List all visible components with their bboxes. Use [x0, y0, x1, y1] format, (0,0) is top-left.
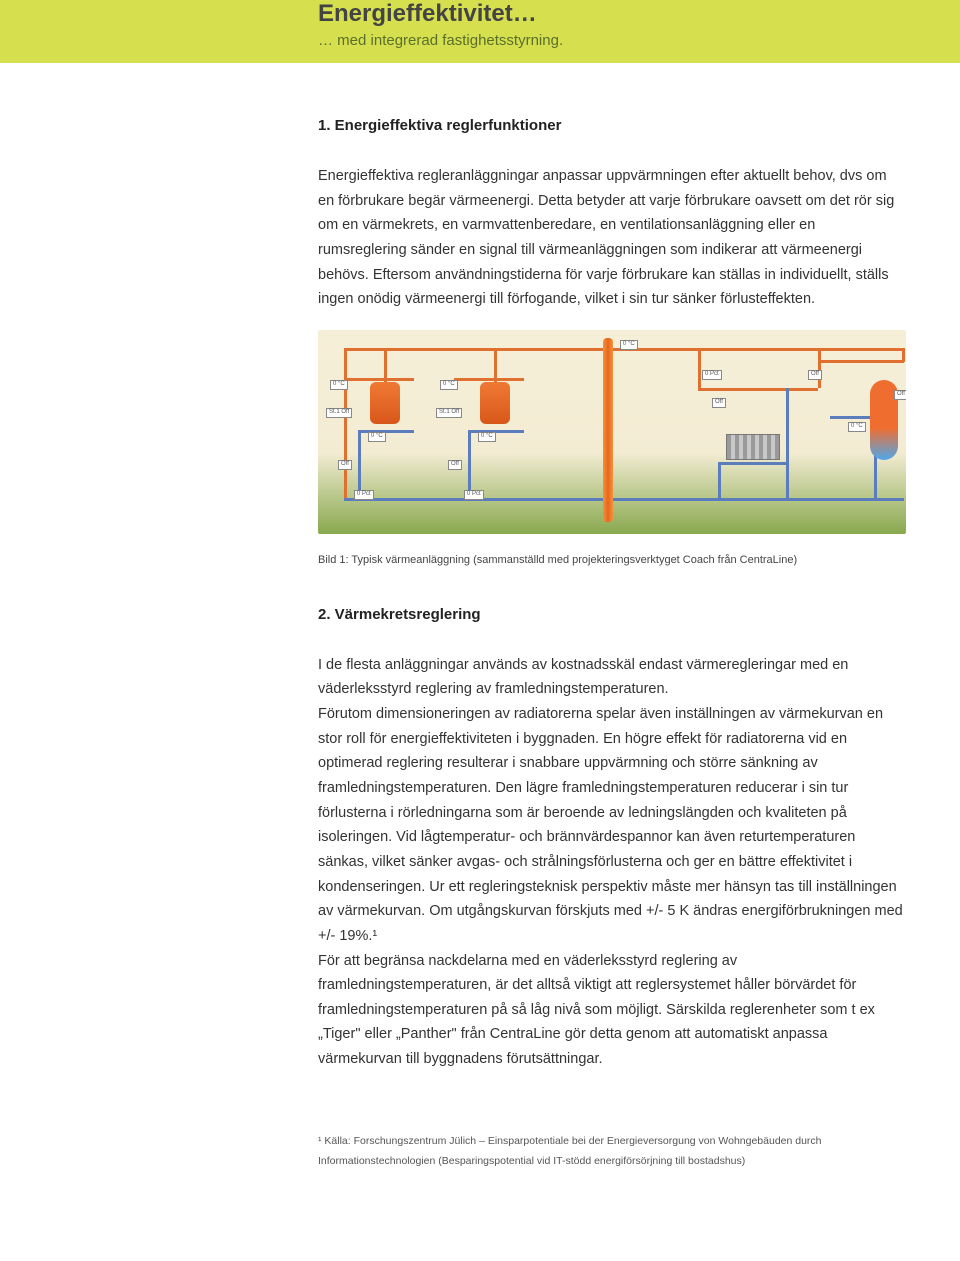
content-area: 1. Energieffektiva reglerfunktioner Ener… [0, 63, 960, 1202]
pipe-return [786, 388, 789, 500]
diagram-label: 0 °C [478, 432, 496, 442]
riser [603, 338, 613, 522]
diagram-label: 0 °C [440, 380, 458, 390]
tank [370, 382, 400, 424]
diagram-label: 0 °C [848, 422, 866, 432]
diagram-label: St.1 Off [436, 408, 462, 418]
pipe-supply [454, 378, 524, 381]
pipe-return [344, 498, 904, 501]
diagram-label: 0 °C [330, 380, 348, 390]
header-inner: Energieffektivitet… … med integrerad fas… [0, 0, 960, 49]
diagram-label: 0 Pct [354, 490, 374, 500]
header-band: Energieffektivitet… … med integrerad fas… [0, 0, 960, 63]
pipe-supply [344, 348, 347, 498]
pipe-return [468, 430, 524, 433]
pipe-supply [698, 348, 701, 388]
section2-heading: 2. Värmekretsreglering [318, 606, 906, 623]
section1-heading: 1. Energieffektiva reglerfunktioner [318, 117, 906, 134]
pipe-supply [818, 360, 904, 363]
heating-diagram: 0 °C 0 °C 0 °C 0 °C St.1 Off St.1 Off Off Off 0 … [318, 330, 906, 534]
pipe-supply [344, 378, 414, 381]
pipe-supply [494, 348, 497, 382]
diagram-label: 0 °C [368, 432, 386, 442]
pipe-supply [818, 348, 821, 388]
page-title: Energieffektivitet… [318, 0, 960, 28]
radiator [726, 434, 780, 460]
section1-body: Energieffektiva regleranläggningar anpas… [318, 164, 906, 312]
diagram-label: Off [338, 460, 352, 470]
footnote: ¹ Källa: Forschungszentrum Jülich – Eins… [318, 1132, 906, 1172]
pipe-return [718, 462, 788, 465]
diagram-label: Off [808, 370, 822, 380]
pipe-supply [384, 348, 387, 382]
pipe-return [718, 462, 721, 500]
pipe-supply [902, 348, 905, 362]
diagram-label: 0 °C [620, 340, 638, 350]
diagram-label: Off [448, 460, 462, 470]
pipe-return [358, 430, 414, 433]
diagram-label: 0 Pct [702, 370, 722, 380]
diagram-label: Off [712, 398, 726, 408]
diagram-label: Off [894, 390, 906, 400]
page-subtitle: … med integrerad fastighetsstyrning. [318, 32, 960, 49]
tank [480, 382, 510, 424]
diagram-label: St.1 Off [326, 408, 352, 418]
pipe-supply [698, 388, 818, 391]
section2-body: I de flesta anläggningar används av kost… [318, 653, 906, 1072]
diagram-caption: Bild 1: Typisk värmeanläggning (sammanst… [318, 554, 906, 566]
diagram-label: 0 Pct [464, 490, 484, 500]
